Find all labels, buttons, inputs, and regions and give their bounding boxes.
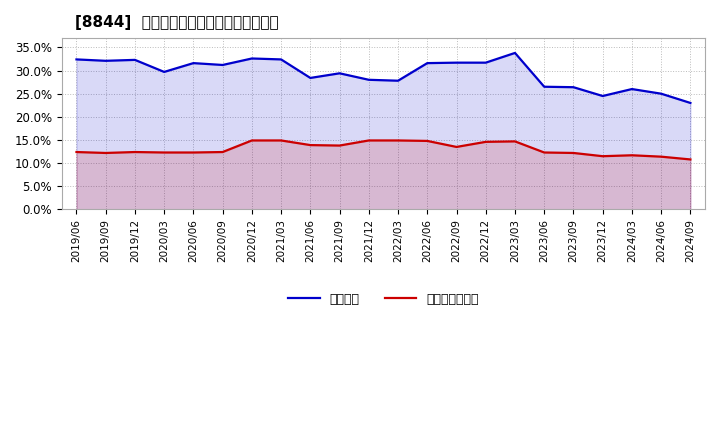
固定長期適合率	[72, 150, 81, 155]
固定長期適合率	[510, 139, 519, 144]
固定長期適合率	[218, 150, 227, 155]
固定比率	[510, 50, 519, 55]
固定比率	[657, 91, 665, 96]
固定比率	[248, 56, 256, 61]
固定比率	[394, 78, 402, 83]
固定比率	[306, 75, 315, 81]
固定長期適合率	[452, 144, 461, 150]
固定長期適合率	[482, 139, 490, 144]
固定比率	[160, 69, 168, 74]
固定長期適合率	[336, 143, 344, 148]
Line: 固定長期適合率: 固定長期適合率	[76, 140, 690, 159]
固定比率	[276, 57, 285, 62]
固定長期適合率	[248, 138, 256, 143]
固定比率	[686, 100, 695, 106]
固定長期適合率	[189, 150, 198, 155]
Legend: 固定比率, 固定長期適合率: 固定比率, 固定長期適合率	[284, 288, 483, 311]
固定比率	[540, 84, 549, 89]
固定比率	[423, 60, 431, 66]
固定比率	[72, 57, 81, 62]
固定比率	[569, 84, 577, 90]
固定比率	[102, 58, 110, 63]
固定比率	[598, 93, 607, 99]
固定比率	[336, 71, 344, 76]
固定比率	[364, 77, 373, 82]
Text: [8844]  固定比率、固定長期適合率の推移: [8844] 固定比率、固定長期適合率の推移	[75, 15, 279, 30]
固定長期適合率	[628, 153, 636, 158]
固定長期適合率	[102, 150, 110, 156]
固定比率	[130, 57, 139, 62]
Line: 固定比率: 固定比率	[76, 53, 690, 103]
固定長期適合率	[423, 138, 431, 143]
固定比率	[452, 60, 461, 65]
固定長期適合率	[394, 138, 402, 143]
固定長期適合率	[657, 154, 665, 159]
固定比率	[218, 62, 227, 68]
固定長期適合率	[569, 150, 577, 156]
固定長期適合率	[160, 150, 168, 155]
固定長期適合率	[364, 138, 373, 143]
固定比率	[482, 60, 490, 65]
固定比率	[189, 60, 198, 66]
固定長期適合率	[540, 150, 549, 155]
固定長期適合率	[276, 138, 285, 143]
固定長期適合率	[130, 150, 139, 155]
固定長期適合率	[686, 157, 695, 162]
固定比率	[628, 86, 636, 92]
固定長期適合率	[306, 143, 315, 148]
固定長期適合率	[598, 154, 607, 159]
